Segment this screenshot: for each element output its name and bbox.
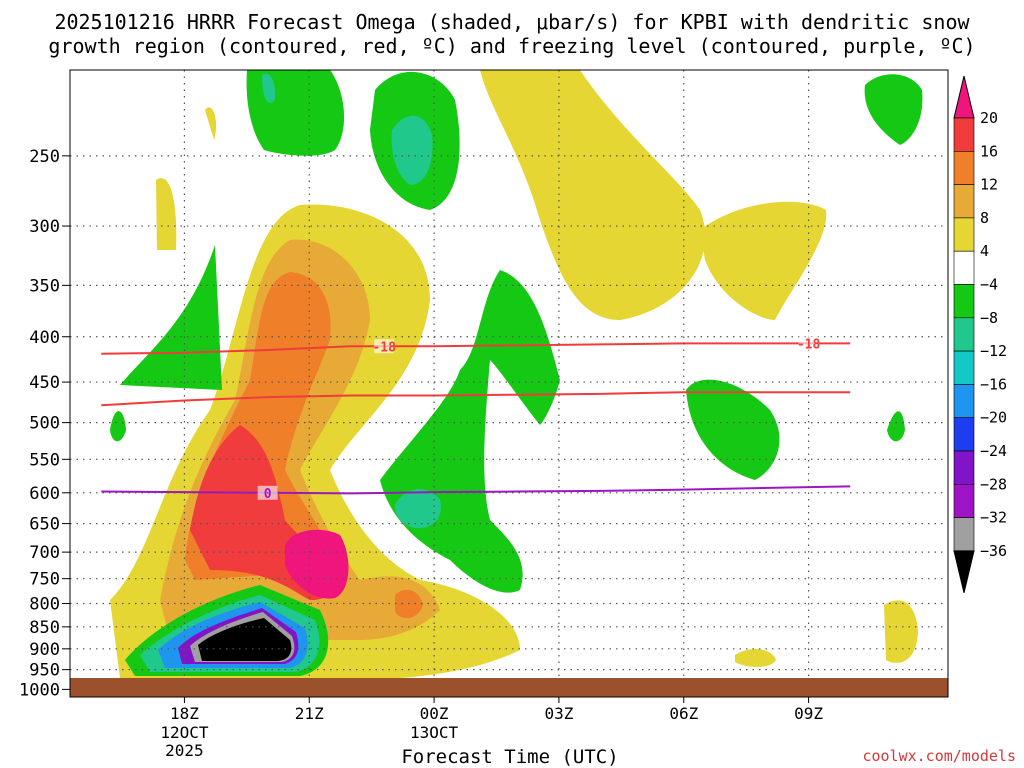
x-tick-label: 00Z xyxy=(420,704,449,723)
omega-shading xyxy=(110,70,923,680)
colorbar-bin xyxy=(953,483,975,518)
colorbar: 20 16 12 8 4 −4 −8 −12 −16 −20 −24 −28 −32 −36 xyxy=(953,75,1007,594)
omega-positive-20 xyxy=(285,529,349,599)
colorbar-level-label: 20 xyxy=(980,109,998,127)
y-tick-label: 1000 xyxy=(19,680,60,700)
y-tick-label: 500 xyxy=(29,414,60,434)
x-tick-label: 21Z xyxy=(295,704,324,723)
omega-positive-4f xyxy=(156,178,177,250)
omega-negative-4h xyxy=(887,411,905,442)
omega-negative-36 xyxy=(198,618,292,661)
colorbar-bin xyxy=(953,384,975,418)
colorbar-level-label: 8 xyxy=(980,209,989,227)
colorbar-level-label: −4 xyxy=(980,276,998,294)
y-tick-label: 350 xyxy=(29,276,60,296)
plot-frame xyxy=(69,69,949,698)
y-tick-label: 250 xyxy=(29,147,60,167)
y-tick-label: 800 xyxy=(29,595,60,615)
colorbar-level-label: −16 xyxy=(980,375,1007,393)
y-tick-label: 450 xyxy=(29,373,60,393)
colorbar-level-label: −20 xyxy=(980,409,1007,427)
colorbar-bin xyxy=(953,151,975,185)
ground-surface xyxy=(70,678,948,697)
colorbar-level-label: −24 xyxy=(980,442,1007,460)
colorbar-level-label: −8 xyxy=(980,309,998,327)
omega-negative-8b xyxy=(395,489,441,529)
x-axis-label: Forecast Time (UTC) xyxy=(401,746,619,768)
omega-positive-4b xyxy=(480,70,706,320)
omega-positive-4c xyxy=(700,201,827,320)
omega-negative-8c xyxy=(262,73,276,103)
x-tick-label: 03Z xyxy=(544,704,573,723)
dendritic-contour-line xyxy=(101,342,851,355)
y-tick-label: 850 xyxy=(29,618,60,638)
colorbar-bin xyxy=(953,184,975,219)
x-tick-year: 2025 xyxy=(165,741,204,760)
y-tick-label: 950 xyxy=(29,661,60,681)
omega-positive-4e xyxy=(735,648,776,667)
omega-negative-8 xyxy=(391,115,433,185)
chart-title-line-2: growth region (contoured, red, ºC) and f… xyxy=(48,34,976,58)
contour-labels: -18 -18 0 xyxy=(257,336,821,502)
x-tick-date: 12OCT xyxy=(160,723,209,742)
y-tick-label: 550 xyxy=(29,450,60,470)
colorbar-level-label: 16 xyxy=(980,142,998,160)
colorbar-level-label: 12 xyxy=(980,176,998,194)
omega-negative-4e xyxy=(120,245,222,390)
colorbar-bin xyxy=(953,117,975,152)
colorbar-bin xyxy=(953,450,975,485)
x-tick-label: 09Z xyxy=(794,704,823,723)
y-tick-label: 300 xyxy=(29,217,60,237)
omega-positive-4d xyxy=(884,600,918,663)
contour-label-bg xyxy=(374,339,395,354)
colorbar-top-arrow xyxy=(953,75,975,119)
contour-label-bg xyxy=(257,485,278,500)
omega-positive-4g xyxy=(205,107,217,140)
colorbar-bottom-arrow xyxy=(953,550,975,594)
contour-label: -18 xyxy=(372,340,396,355)
colorbar-bin xyxy=(953,217,975,252)
y-tick-label: 400 xyxy=(29,328,60,348)
colorbar-bin xyxy=(953,250,975,285)
gridlines xyxy=(70,70,948,697)
colorbar-level-label: −28 xyxy=(980,475,1007,493)
y-tick-label: 700 xyxy=(29,543,60,563)
colorbar-bin xyxy=(953,284,975,319)
credit-link[interactable]: coolwx.com/models xyxy=(862,747,1016,765)
omega-negative-4f xyxy=(686,379,780,480)
omega-negative-4g xyxy=(110,411,126,442)
y-tick-label: 600 xyxy=(29,484,60,504)
colorbar-level-label: −36 xyxy=(980,542,1007,560)
x-tick-label: 18Z xyxy=(170,704,199,723)
omega-negative-4c xyxy=(864,74,923,145)
y-axis-ticks: 2503003504004505005506006507007508008509… xyxy=(19,147,70,700)
contour-label-bg xyxy=(798,336,819,351)
colorbar-bin xyxy=(953,417,975,452)
y-tick-label: 750 xyxy=(29,570,60,590)
colorbar-bin xyxy=(953,317,975,352)
y-tick-label: 650 xyxy=(29,515,60,535)
contour-label: 0 xyxy=(264,487,272,502)
y-tick-label: 900 xyxy=(29,640,60,660)
colorbar-level-label: 4 xyxy=(980,242,989,260)
colorbar-bin xyxy=(953,517,975,552)
omega-negative-4 xyxy=(246,70,345,156)
x-tick-label: 06Z xyxy=(669,704,698,723)
colorbar-level-label: −12 xyxy=(980,342,1007,360)
contour-label: -18 xyxy=(797,337,821,352)
x-tick-date: 13OCT xyxy=(410,723,459,742)
freezing-contour-line xyxy=(101,485,851,495)
colorbar-level-label: −32 xyxy=(980,509,1007,527)
chart-title-line-1: 2025101216 HRRR Forecast Omega (shaded, … xyxy=(54,10,970,34)
colorbar-bin xyxy=(953,350,975,385)
